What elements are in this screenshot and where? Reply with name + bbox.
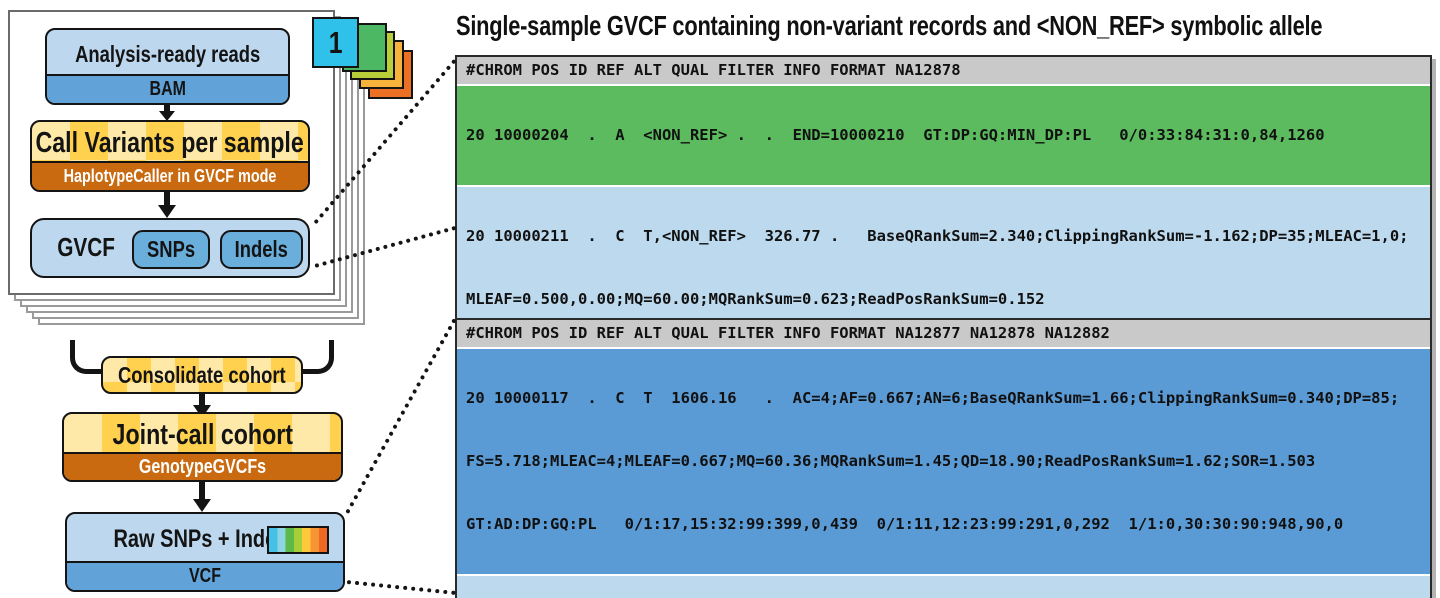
node-raw-snps-indels: Raw SNPs + Indels VCF [65,512,345,592]
vcf-record-table: #CHROM POS ID REF ALT QUAL FILTER INFO F… [455,318,1432,598]
node-label-area: Call Variants per sample [32,122,308,165]
node-call-variants: Call Variants per sample HaplotypeCaller… [30,120,310,192]
tool-bar-haplotypecaller: HaplotypeCaller in GVCF mode [32,161,308,190]
node-label: Consolidate cohort [118,361,286,388]
flow-arrow-head [193,499,211,512]
flow-arrow-head [159,111,175,121]
record-line: GT:AD:DP:GQ:PL 0/1:17,15:32:99:399,0,439… [466,515,1344,533]
gvcf-panel-title: Single-sample GVCF containing non-varian… [456,10,1323,41]
node-label: Raw SNPs + Indels [113,525,293,553]
chip-snps: SNPs [132,230,210,269]
flow-arrow-stem [199,482,205,500]
sample-tab-number: 1 [328,24,343,60]
node-label: Call Variants per sample [35,127,305,159]
table-header-row: #CHROM POS ID REF ALT QUAL FILTER INFO F… [457,320,1430,347]
chip-label: SNPs [146,236,196,262]
table-row-variant: 20 10000117 . C T 1606.16 . AC=4;AF=0.66… [457,349,1430,574]
record-line: 20 10000211 . C T,<NON_REF> 326.77 . Bas… [466,227,1409,245]
table-header-row: #CHROM POS ID REF ALT QUAL FILTER INFO F… [457,57,1430,84]
flow-arrow-stem [164,192,170,206]
chip-label: Indels [234,236,289,262]
record-line: 20 10000117 . C T 1606.16 . AC=4;AF=0.66… [466,389,1400,407]
record-line: MLEAF=0.500,0.00;MQ=60.00;MQRankSum=0.62… [466,290,1045,308]
gvcf-label-area: GVCF [50,220,122,275]
flow-arrow-head [158,205,176,218]
node-label-area: Joint-call cohort [64,414,341,456]
dotted-connector-vcf-bottom [346,580,456,596]
node-gvcf: GVCF SNPs Indels [30,218,310,278]
node-label-area: Raw SNPs + Indels [67,514,343,565]
node-consolidate-cohort: Consolidate cohort [101,356,303,394]
format-bar-bam: BAM [47,74,288,103]
tool-label: GenotypeGVCFs [138,455,267,478]
flow-arrow-stem [199,394,205,406]
bracket-connector-right [303,340,334,374]
format-label: BAM [149,78,186,100]
rainbow-spectrum-icon [267,526,329,554]
table-row-nonvariant: 20 10000204 . A <NON_REF> . . END=100002… [457,86,1430,185]
chip-indels: Indels [220,230,303,269]
node-analysis-ready-reads: Analysis-ready reads BAM [45,28,290,105]
tool-bar-genotypegvcfs: GenotypeGVCFs [64,452,341,480]
flow-arrow-stem [164,104,170,112]
node-label: Analysis-ready reads [74,40,261,67]
tool-label: HaplotypeCaller in GVCF mode [63,166,277,186]
record-line: FS=5.718;MLEAC=4;MLEAF=0.667;MQ=60.36;MQ… [466,452,1316,470]
node-joint-call-cohort: Joint-call cohort GenotypeGVCFs [62,412,343,482]
format-label: VCF [189,565,221,587]
node-label: Joint-call cohort [112,418,293,451]
record-line: 20 10000204 . A <NON_REF> . . END=100002… [466,126,1325,144]
format-bar-vcf: VCF [67,561,343,590]
table-row-variant: 20 10000211 . C T 1765.16 . AC=4;AF=0.66… [457,576,1430,598]
gvcf-label: GVCF [57,232,116,262]
sample-tab-1: 1 [312,17,359,68]
node-label-area: Analysis-ready reads [47,30,288,78]
bracket-connector-left [70,340,101,374]
dotted-connector-vcf-top [345,318,457,514]
